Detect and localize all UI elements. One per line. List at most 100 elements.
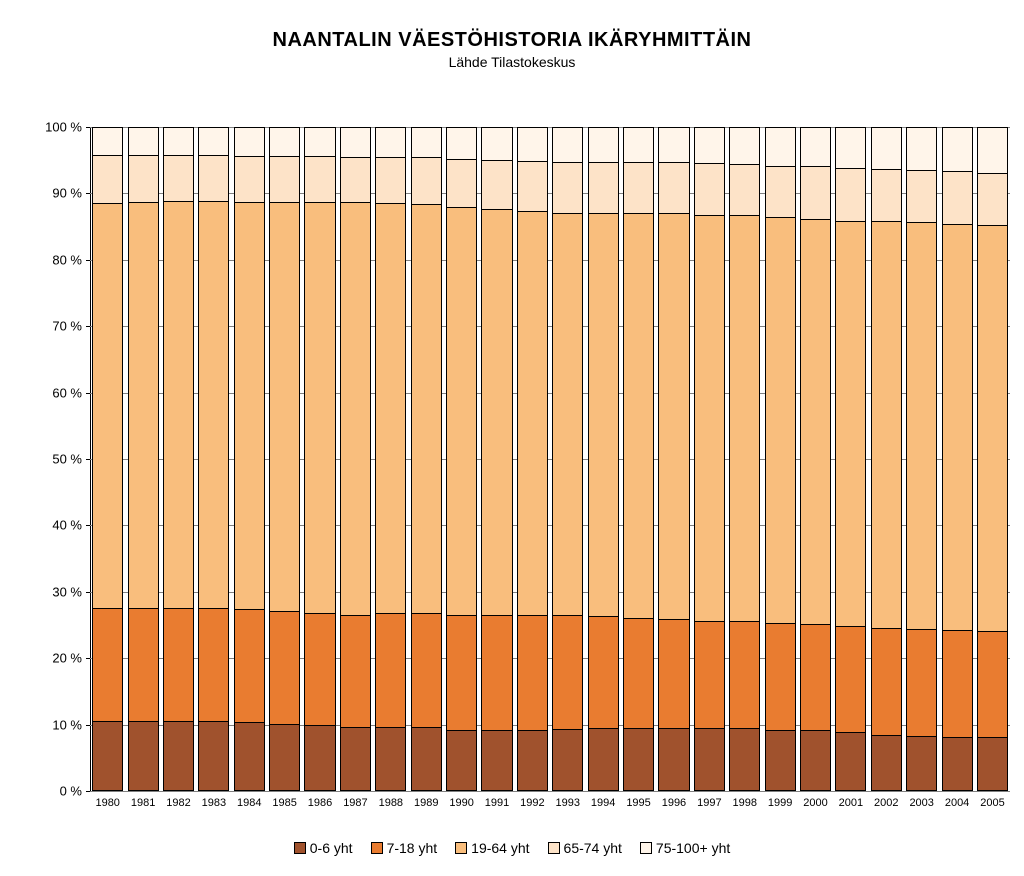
bar-column bbox=[869, 127, 904, 791]
bar-segment-age_65_74 bbox=[482, 160, 511, 209]
bar-segment-age_75_100 bbox=[412, 128, 441, 157]
bar-segment-age_7_18 bbox=[907, 629, 936, 736]
y-tick-label: 0 % bbox=[0, 784, 82, 799]
bar-segment-age_65_74 bbox=[341, 157, 370, 202]
bar-segment-age_0_6 bbox=[164, 721, 193, 791]
bar-segment-age_7_18 bbox=[447, 615, 476, 731]
bar-stack bbox=[658, 127, 689, 791]
bar-segment-age_19_64 bbox=[801, 219, 830, 624]
x-tick-label: 1995 bbox=[621, 793, 656, 813]
bar-segment-age_75_100 bbox=[270, 128, 299, 156]
bar-column bbox=[762, 127, 797, 791]
x-tick-label: 2001 bbox=[833, 793, 868, 813]
bar-stack bbox=[234, 127, 265, 791]
bar-column bbox=[196, 127, 231, 791]
bar-stack bbox=[163, 127, 194, 791]
bar-column bbox=[267, 127, 302, 791]
bar-column bbox=[656, 127, 691, 791]
legend-label: 19-64 yht bbox=[471, 840, 529, 856]
bar-segment-age_7_18 bbox=[589, 616, 618, 729]
bar-segment-age_0_6 bbox=[93, 721, 122, 791]
x-tick-label: 1990 bbox=[444, 793, 479, 813]
bar-segment-age_75_100 bbox=[553, 128, 582, 162]
bar-segment-age_7_18 bbox=[270, 611, 299, 724]
chart-container: NAANTALIN VÄESTÖHISTORIA IKÄRYHMITTÄIN L… bbox=[0, 0, 1024, 876]
bar-segment-age_19_64 bbox=[412, 204, 441, 614]
bar-column bbox=[727, 127, 762, 791]
x-tick-label: 1985 bbox=[267, 793, 302, 813]
bar-stack bbox=[446, 127, 477, 791]
bar-segment-age_19_64 bbox=[129, 202, 158, 608]
bar-column bbox=[515, 127, 550, 791]
y-tick-label: 40 % bbox=[0, 518, 82, 533]
bar-segment-age_7_18 bbox=[199, 608, 228, 721]
bar-segment-age_19_64 bbox=[836, 221, 865, 626]
bar-segment-age_75_100 bbox=[199, 128, 228, 154]
legend-swatch bbox=[371, 842, 383, 854]
x-tick-label: 1998 bbox=[727, 793, 762, 813]
bar-stack bbox=[765, 127, 796, 791]
legend-swatch bbox=[640, 842, 652, 854]
bar-segment-age_0_6 bbox=[589, 728, 618, 790]
bar-segment-age_7_18 bbox=[695, 621, 724, 729]
bar-segment-age_65_74 bbox=[836, 168, 865, 220]
bar-segment-age_7_18 bbox=[412, 613, 441, 727]
bar-segment-age_19_64 bbox=[93, 203, 122, 608]
bar-segment-age_65_74 bbox=[376, 157, 405, 203]
bar-stack bbox=[977, 127, 1008, 791]
bar-segment-age_0_6 bbox=[270, 724, 299, 790]
bar-column bbox=[833, 127, 868, 791]
bar-column bbox=[798, 127, 833, 791]
bar-segment-age_65_74 bbox=[270, 156, 299, 202]
bar-segment-age_0_6 bbox=[978, 737, 1007, 790]
bar-segment-age_0_6 bbox=[482, 730, 511, 790]
bar-segment-age_0_6 bbox=[341, 727, 370, 790]
bar-segment-age_65_74 bbox=[730, 164, 759, 215]
legend-item: 75-100+ yht bbox=[640, 840, 730, 856]
bar-segment-age_0_6 bbox=[801, 730, 830, 790]
bar-column bbox=[939, 127, 974, 791]
bar-stack bbox=[128, 127, 159, 791]
bar-segment-age_75_100 bbox=[305, 128, 334, 156]
y-tick-label: 90 % bbox=[0, 186, 82, 201]
bar-segment-age_75_100 bbox=[518, 128, 547, 161]
x-tick-label: 1991 bbox=[479, 793, 514, 813]
x-tick-label: 2005 bbox=[975, 793, 1010, 813]
bar-segment-age_7_18 bbox=[553, 615, 582, 730]
bar-column bbox=[585, 127, 620, 791]
bar-segment-age_7_18 bbox=[872, 628, 901, 735]
bar-stack bbox=[800, 127, 831, 791]
x-tick-label: 1996 bbox=[656, 793, 691, 813]
bar-segment-age_75_100 bbox=[129, 128, 158, 154]
x-tick-label: 1993 bbox=[550, 793, 585, 813]
bar-segment-age_0_6 bbox=[129, 721, 158, 791]
bar-segment-age_75_100 bbox=[766, 128, 795, 166]
bar-segment-age_19_64 bbox=[305, 202, 334, 612]
y-tick-label: 10 % bbox=[0, 717, 82, 732]
x-tick-label: 1980 bbox=[90, 793, 125, 813]
bar-segment-age_0_6 bbox=[659, 728, 688, 790]
x-tick-label: 1992 bbox=[515, 793, 550, 813]
y-tick-label: 50 % bbox=[0, 452, 82, 467]
bar-segment-age_0_6 bbox=[766, 730, 795, 790]
bar-segment-age_7_18 bbox=[836, 626, 865, 733]
bar-stack bbox=[92, 127, 123, 791]
legend-label: 75-100+ yht bbox=[656, 840, 730, 856]
bar-segment-age_65_74 bbox=[766, 166, 795, 218]
x-tick-label: 1997 bbox=[692, 793, 727, 813]
legend-label: 7-18 yht bbox=[387, 840, 438, 856]
bar-segment-age_0_6 bbox=[376, 727, 405, 790]
bar-segment-age_19_64 bbox=[447, 207, 476, 614]
bar-segment-age_19_64 bbox=[943, 224, 972, 630]
bar-segment-age_0_6 bbox=[907, 736, 936, 790]
bar-column bbox=[161, 127, 196, 791]
bar-stack bbox=[552, 127, 583, 791]
bar-segment-age_19_64 bbox=[199, 201, 228, 608]
x-tick-label: 2003 bbox=[904, 793, 939, 813]
bar-column bbox=[302, 127, 337, 791]
bar-stack bbox=[871, 127, 902, 791]
bar-segment-age_19_64 bbox=[270, 202, 299, 611]
bar-segment-age_19_64 bbox=[624, 213, 653, 618]
bar-segment-age_7_18 bbox=[978, 631, 1007, 737]
bar-segment-age_19_64 bbox=[907, 222, 936, 629]
